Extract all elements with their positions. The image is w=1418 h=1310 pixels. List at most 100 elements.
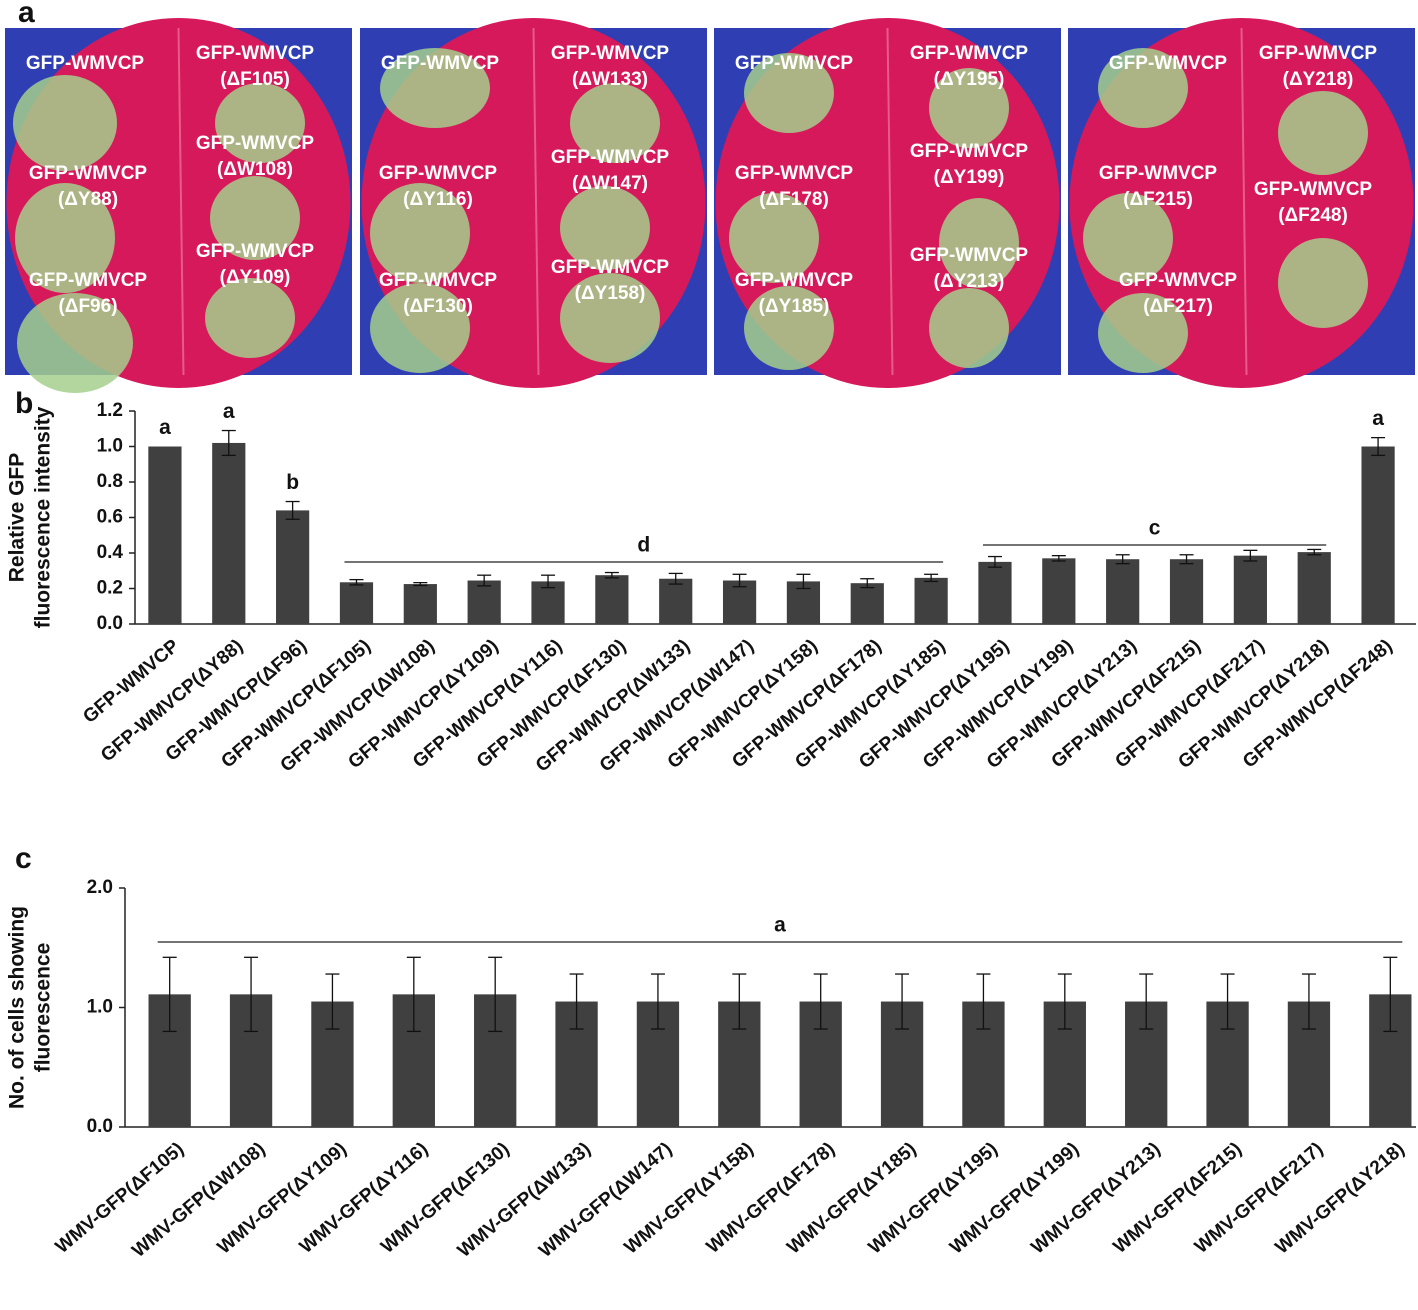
leaf-label: (ΔY218) <box>1283 69 1354 90</box>
leaf-label: (ΔF96) <box>58 296 117 317</box>
leaf-label: GFP-WMVCP <box>26 53 145 74</box>
bar <box>531 581 565 624</box>
y-tick-label: 2.0 <box>87 877 113 898</box>
leaf-label: GFP-WMVCP <box>735 270 854 291</box>
leaf-label: (ΔY199) <box>934 167 1005 188</box>
leaf-label: (ΔF130) <box>403 296 473 317</box>
leaf-label: GFP-WMVCP <box>1109 53 1228 74</box>
leaf-label: (ΔF105) <box>220 69 290 90</box>
bar <box>850 583 884 624</box>
bar <box>1169 559 1204 624</box>
leaf-label: (ΔY158) <box>575 283 646 304</box>
leaf-label: GFP-WMVCP <box>1259 43 1378 64</box>
leaf-label: (ΔF178) <box>759 189 829 210</box>
infiltration-spot <box>570 83 660 163</box>
bar <box>1106 559 1140 624</box>
y-tick-label: 0.4 <box>97 542 124 563</box>
bar <box>1233 555 1267 624</box>
panel-label: c <box>15 842 32 875</box>
panel-label: a <box>18 0 35 29</box>
leaf-label: (ΔF215) <box>1123 189 1193 210</box>
significance-letter: c <box>1149 517 1161 540</box>
bar <box>1042 558 1076 624</box>
infiltration-spot <box>210 176 300 260</box>
leaf-label: (ΔY213) <box>934 271 1005 292</box>
infiltration-spot <box>13 75 117 171</box>
infiltration-spot <box>205 278 295 358</box>
infiltration-spot <box>1278 238 1368 328</box>
leaf-label: GFP-WMVCP <box>379 270 498 291</box>
y-axis-label: No. of cells showing <box>6 906 29 1109</box>
leaf-vein <box>1240 27 1248 376</box>
x-tick-label: WMV-GFP(ΔW147) <box>535 1139 676 1262</box>
leaf-label: GFP-WMVCP <box>735 163 854 184</box>
bar <box>276 510 310 624</box>
leaf-label: (ΔY116) <box>403 189 473 210</box>
leaf-vein <box>532 27 540 376</box>
leaf-label: (ΔY109) <box>220 267 291 288</box>
significance-letter: d <box>637 534 650 557</box>
leaf-vein <box>886 27 894 376</box>
infiltration-spot <box>939 198 1019 288</box>
infiltration-spot <box>560 273 660 363</box>
infiltration-spot <box>1083 193 1173 283</box>
bar <box>978 561 1012 624</box>
infiltration-spot <box>929 288 1009 368</box>
infiltration-spot <box>370 183 470 283</box>
significance-letter: a <box>159 416 171 439</box>
y-axis-label: fluorescence <box>32 943 55 1073</box>
leaf-label: GFP-WMVCP <box>196 241 315 262</box>
leaf-label: GFP-WMVCP <box>551 147 670 168</box>
leaf-label: GFP-WMVCP <box>1099 163 1218 184</box>
leaf-vein <box>177 27 185 376</box>
significance-letter: b <box>286 471 299 494</box>
infiltration-spot <box>17 293 133 393</box>
infiltration-spot <box>560 186 650 270</box>
leaf-label: GFP-WMVCP <box>910 141 1029 162</box>
y-axis-label: Relative GFP <box>6 453 29 583</box>
leaf-label: (ΔW133) <box>572 69 648 90</box>
leaf-label: GFP-WMVCP <box>379 163 498 184</box>
y-tick-label: 0.0 <box>87 1116 113 1137</box>
significance-letter: a <box>774 914 786 937</box>
bar <box>914 577 948 624</box>
infiltration-spot <box>929 68 1009 148</box>
leaf-label: (ΔW147) <box>572 173 648 194</box>
infiltration-spot <box>15 183 115 293</box>
leaf-label: (ΔY195) <box>934 69 1005 90</box>
significance-letter: a <box>1372 407 1384 430</box>
bar <box>467 580 501 624</box>
leaf-label: GFP-WMVCP <box>196 43 315 64</box>
bar <box>722 580 757 624</box>
leaf-label: (ΔF248) <box>1278 205 1348 226</box>
leaf-label: GFP-WMVCP <box>29 270 148 291</box>
leaf-label: GFP-WMVCP <box>735 53 854 74</box>
leaf-label: GFP-WMVCP <box>551 257 670 278</box>
panel-label: b <box>15 387 33 420</box>
infiltration-spot <box>380 48 490 128</box>
y-tick-label: 1.0 <box>87 997 113 1018</box>
bar <box>212 442 246 624</box>
leaf-label: (ΔY185) <box>759 296 830 317</box>
y-tick-label: 0.0 <box>97 613 123 634</box>
infiltration-spot <box>1098 48 1188 128</box>
leaf-label: GFP-WMVCP <box>1119 270 1238 291</box>
infiltration-spot <box>744 53 834 133</box>
x-tick-label: WMV-GFP(ΔW133) <box>454 1139 595 1262</box>
y-tick-label: 0.6 <box>97 507 123 528</box>
y-axis-label: fluorescence intensity <box>32 406 55 628</box>
leaf-label: GFP-WMVCP <box>196 133 315 154</box>
bar <box>659 578 693 624</box>
bar <box>1361 446 1395 624</box>
x-tick-label: WMV-GFP(ΔW108) <box>128 1139 269 1262</box>
leaf-label: GFP-WMVCP <box>1254 179 1373 200</box>
leaf-label: (ΔY88) <box>58 189 118 210</box>
leaf-label: GFP-WMVCP <box>29 163 148 184</box>
infiltration-spot <box>729 193 819 283</box>
y-tick-label: 1.2 <box>97 400 123 421</box>
bar <box>1297 552 1331 624</box>
leaf-label: (ΔF217) <box>1143 296 1213 317</box>
y-tick-label: 0.2 <box>97 578 123 599</box>
leaf-label: GFP-WMVCP <box>551 43 670 64</box>
